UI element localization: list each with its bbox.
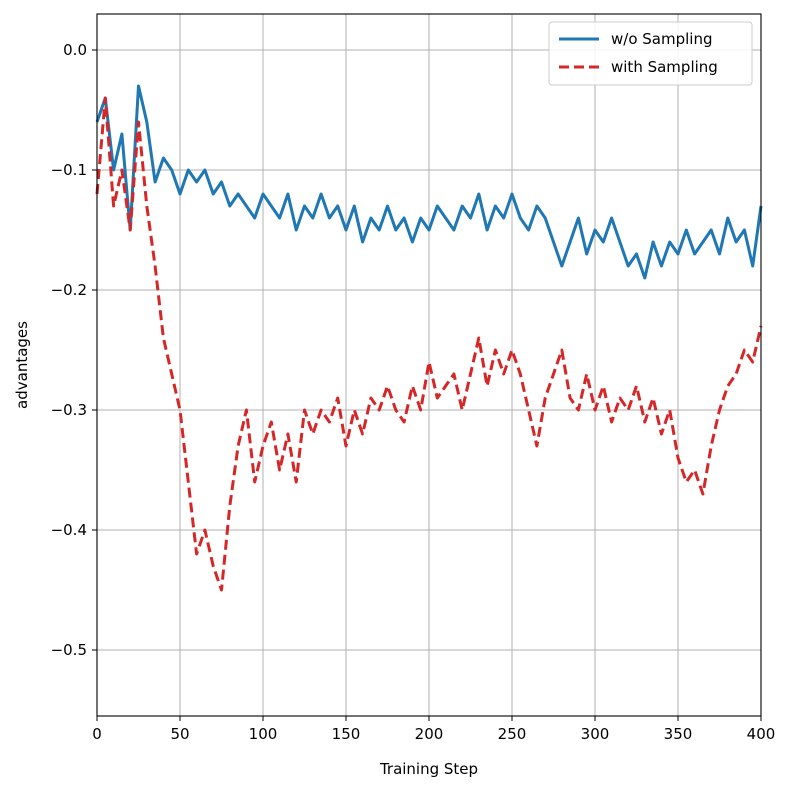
y-tick-label: −0.5: [51, 641, 87, 659]
x-tick-label: 200: [415, 725, 444, 743]
y-tick-label: −0.1: [51, 161, 87, 179]
y-axis-label: advantages: [13, 321, 31, 409]
legend-label-wo-sampling: w/o Sampling: [611, 30, 712, 48]
x-tick-label: 250: [498, 725, 527, 743]
x-tick-label: 350: [664, 725, 693, 743]
y-tick-label: 0.0: [63, 41, 87, 59]
series-line-wo-sampling: [95, 84, 763, 280]
x-tick-label: 150: [332, 725, 361, 743]
y-tick-label: −0.2: [51, 281, 87, 299]
series-line-with-sampling: [95, 96, 763, 592]
legend: w/o Sampling with Sampling: [548, 21, 753, 86]
x-axis-label: Training Step: [379, 760, 478, 778]
x-tick-label: 300: [581, 725, 610, 743]
axis-ticks: 0 50 100 150 200 250 300 350 400 0.0 −0.1 −0.2 −0.3 −…: [51, 41, 776, 743]
y-tick-label: −0.4: [51, 521, 87, 539]
x-tick-label: 0: [92, 725, 102, 743]
legend-box: [548, 21, 753, 86]
x-tick-label: 50: [170, 725, 189, 743]
x-tick-label: 100: [249, 725, 278, 743]
legend-label-with-sampling: with Sampling: [611, 58, 718, 76]
y-tick-label: −0.3: [51, 401, 87, 419]
series-layer: [95, 84, 763, 592]
x-tick-label: 400: [747, 725, 776, 743]
